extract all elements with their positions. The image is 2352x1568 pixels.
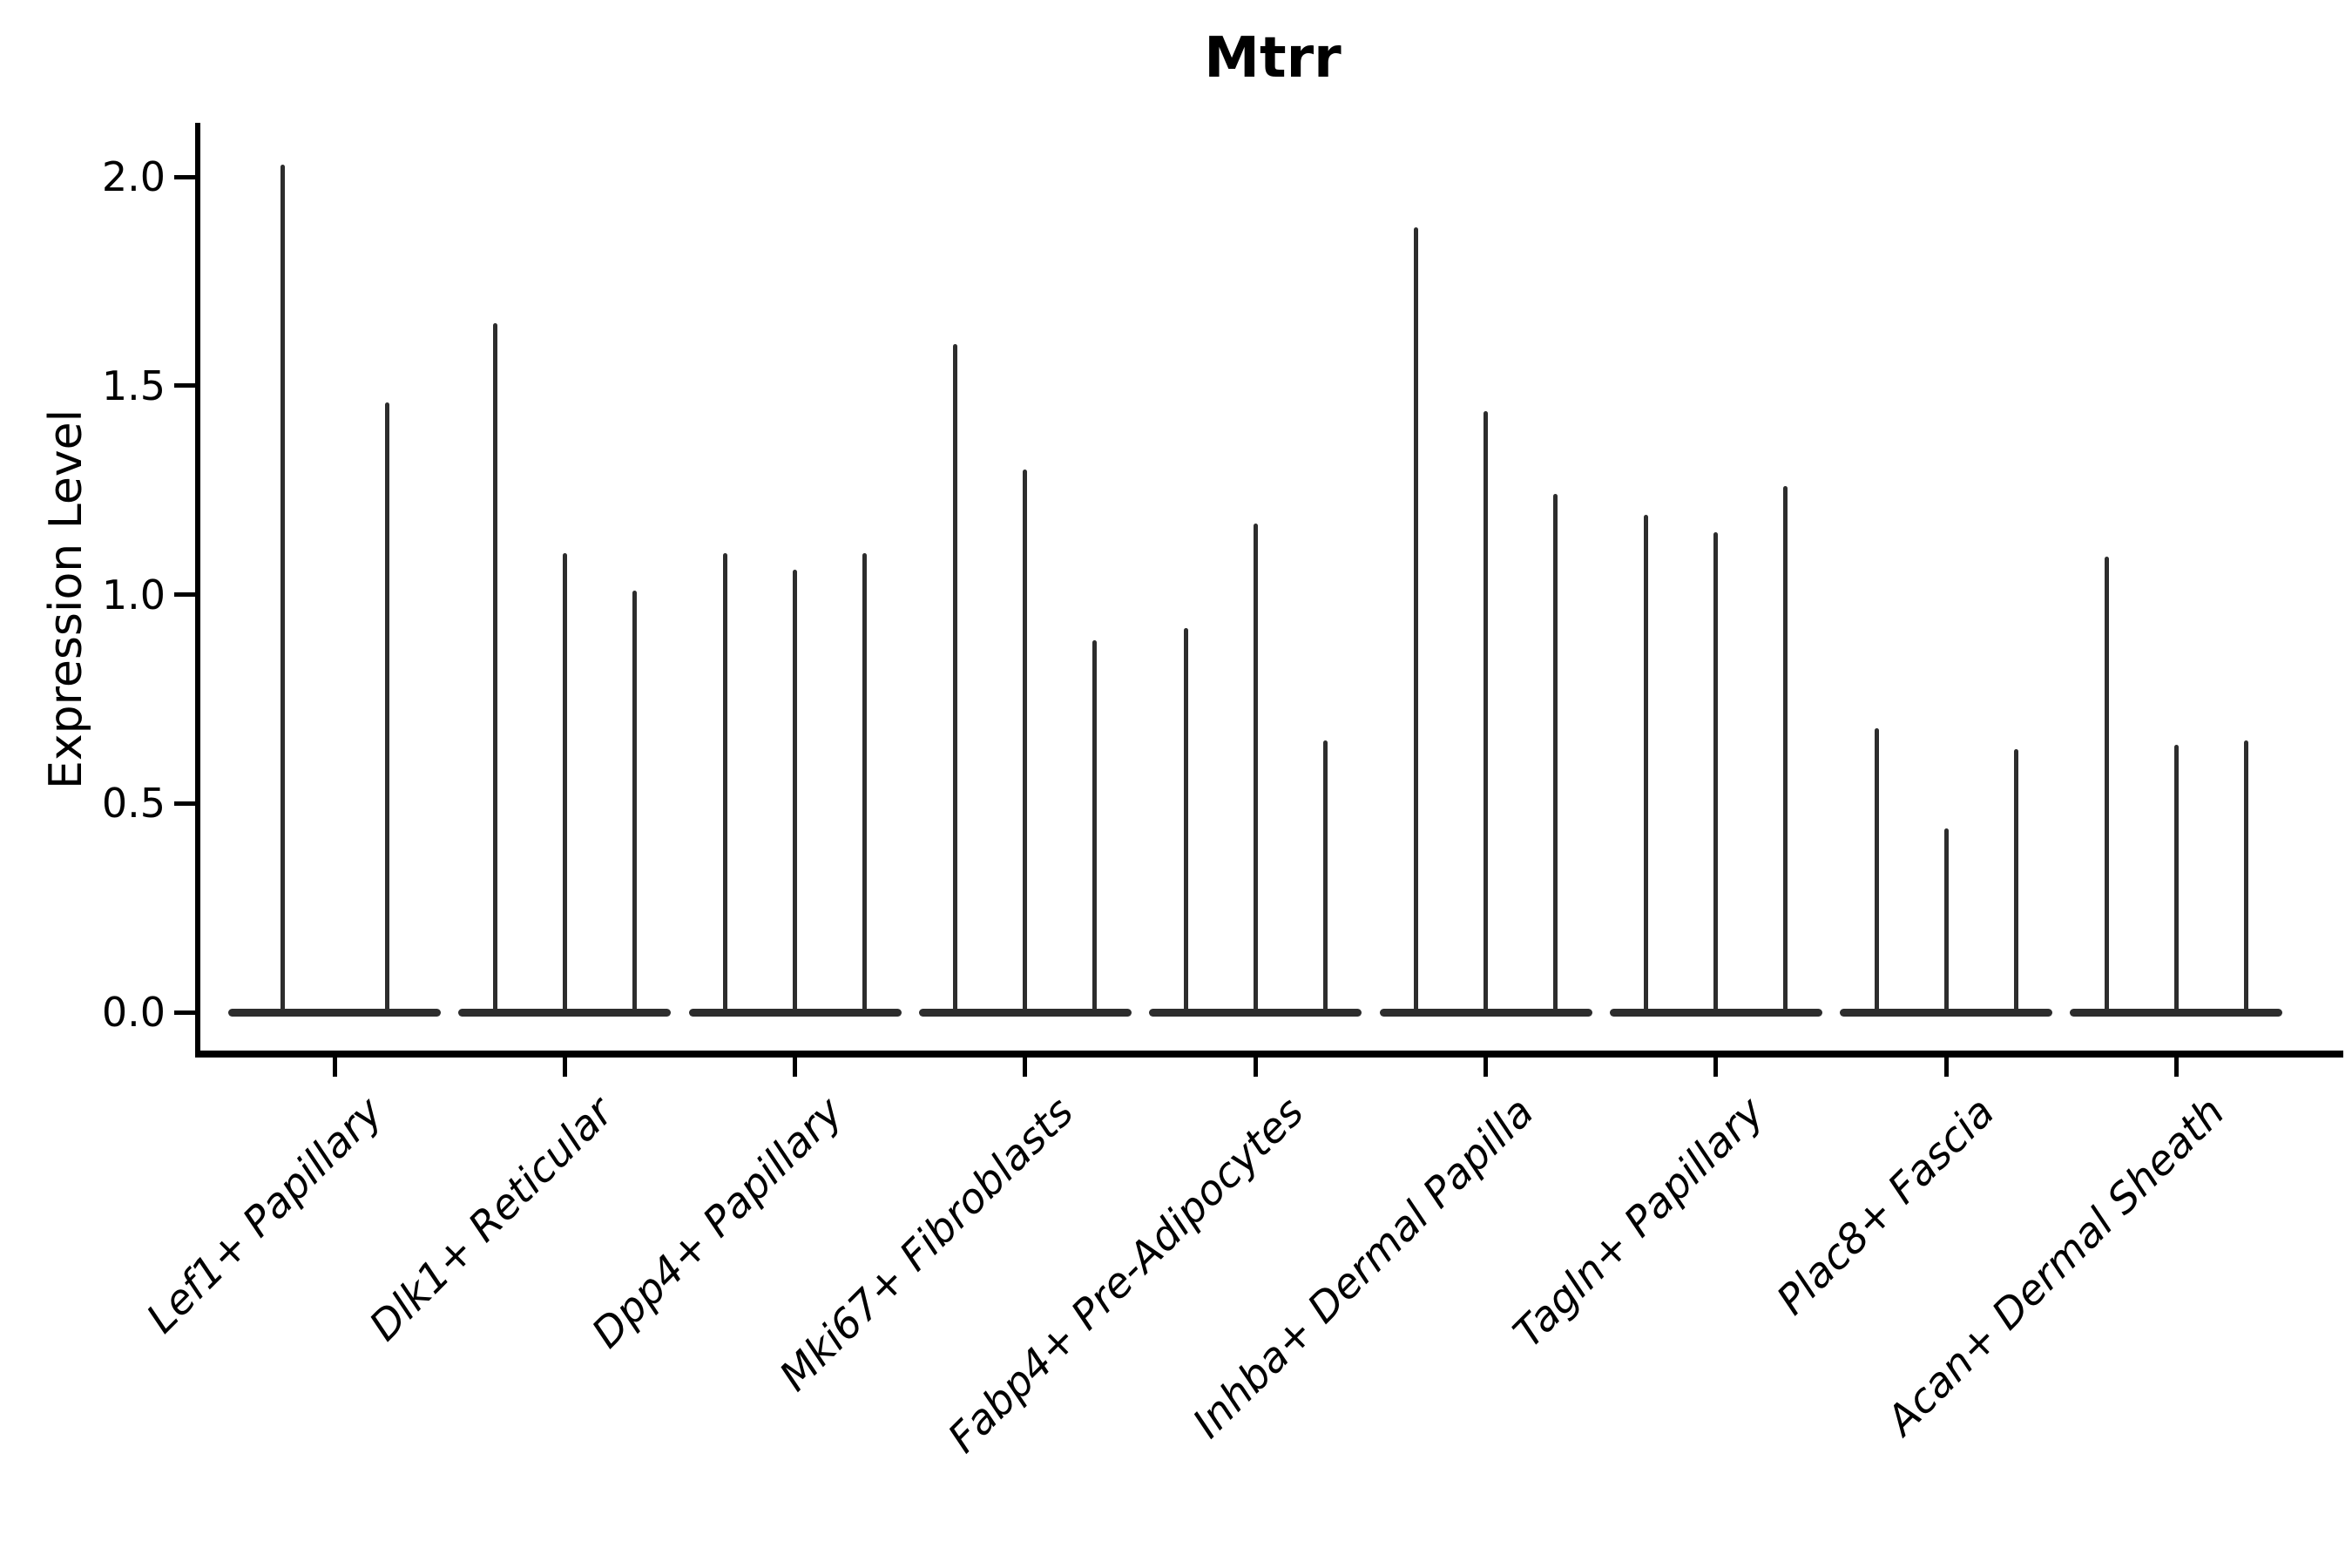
violin-spike — [632, 590, 637, 1009]
x-tick — [332, 1051, 337, 1077]
y-tick — [174, 592, 195, 597]
x-tick — [793, 1051, 798, 1077]
violin-spike — [2013, 748, 2018, 1009]
x-tick — [1943, 1051, 1949, 1077]
violin-spike — [1553, 494, 1558, 1009]
x-tick — [1023, 1051, 1028, 1077]
violin-base — [918, 1009, 1132, 1017]
x-axis-spine — [195, 1051, 2343, 1058]
violin-spike — [280, 164, 285, 1009]
x-tick — [1253, 1051, 1258, 1077]
violin-spike — [2243, 740, 2248, 1009]
violin-base — [688, 1009, 902, 1017]
violin-spike — [1092, 640, 1098, 1009]
violin-base — [1609, 1009, 1822, 1017]
violin-spike — [723, 552, 728, 1009]
x-tick-label: Dlk1+ Reticular — [360, 1088, 623, 1351]
y-tick-label: 1.0 — [101, 571, 166, 618]
y-tick-label: 2.0 — [101, 153, 166, 200]
violin-spike — [1874, 727, 1879, 1009]
x-tick-label: Plac8+ Fascia — [1767, 1088, 2004, 1325]
violin-spike — [1414, 226, 1418, 1009]
violin-spike — [1644, 515, 1649, 1009]
violin-spike — [793, 569, 798, 1009]
violin-base — [2070, 1009, 2283, 1017]
violin-spike — [492, 322, 497, 1009]
x-tick — [562, 1051, 567, 1077]
violin-spike — [1783, 485, 1788, 1009]
y-tick — [174, 383, 195, 389]
y-axis-spine — [195, 123, 200, 1058]
violin-spike — [1943, 828, 1949, 1009]
y-tick-label: 0.5 — [101, 780, 166, 828]
x-tick — [2173, 1051, 2179, 1077]
violin-base — [1379, 1009, 1592, 1017]
violin-spike — [1484, 410, 1488, 1009]
y-tick-label: 1.5 — [101, 362, 166, 409]
y-tick — [174, 174, 195, 179]
x-tick — [1484, 1051, 1488, 1077]
violin-spike — [1183, 627, 1188, 1009]
violin-spike — [562, 552, 567, 1009]
violin-base — [1149, 1009, 1362, 1017]
violin-spike — [862, 552, 868, 1009]
x-tick-label: Lef1+ Papillary — [138, 1088, 393, 1343]
y-tick — [174, 801, 195, 806]
x-tick-label: Tagln+ Papillary — [1504, 1088, 1774, 1357]
violin-spike — [1253, 523, 1258, 1009]
y-tick-label: 0.0 — [101, 989, 166, 1036]
violin-spike — [1023, 469, 1028, 1009]
violin-spike — [1713, 531, 1719, 1009]
violin-spike — [953, 343, 958, 1009]
violin-spike — [2173, 745, 2179, 1009]
violin-base — [458, 1009, 672, 1017]
violin-spike — [384, 402, 389, 1009]
y-tick — [174, 1010, 195, 1015]
violin-base — [1840, 1009, 2053, 1017]
chart-title: Mtrr — [1204, 26, 1342, 91]
x-tick — [1713, 1051, 1719, 1077]
violin-spike — [2104, 557, 2109, 1009]
x-tick-label: Dpp4+ Papillary — [583, 1088, 853, 1358]
violin-base — [228, 1009, 441, 1017]
violin-spike — [1322, 740, 1328, 1009]
